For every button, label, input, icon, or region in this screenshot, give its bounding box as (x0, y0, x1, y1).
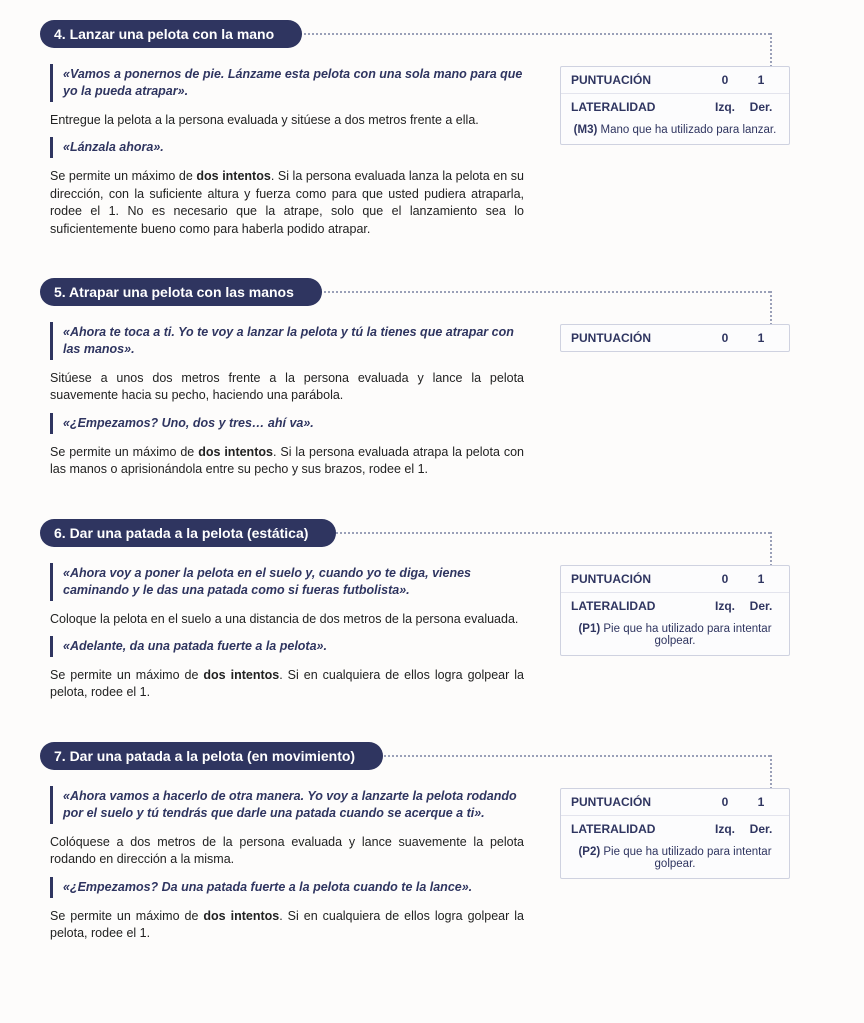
instruction-text: Colóquese a dos metros de la persona eva… (50, 834, 524, 869)
score-note-text: Pie que ha utilizado para intentar golpe… (600, 846, 771, 870)
dotted-connector (300, 291, 770, 293)
score-note: (P1) Pie que ha utilizado para intentar … (561, 619, 789, 655)
instruction-text: Se permite un máximo de dos intentos. Si… (50, 444, 524, 479)
exercise-section: 7. Dar una patada a la pelota (en movimi… (40, 742, 824, 949)
score-label-puntuacion: PUNTUACIÓN (571, 572, 707, 586)
score-label-puntuacion: PUNTUACIÓN (571, 331, 707, 345)
dotted-connector (770, 755, 772, 789)
score-note-code: (P2) (578, 846, 600, 858)
dotted-connector (770, 33, 772, 67)
score-option-1[interactable]: 1 (743, 572, 779, 586)
score-note: (P2) Pie que ha utilizado para intentar … (561, 842, 789, 878)
dotted-connector (770, 532, 772, 566)
score-box: PUNTUACIÓN01 LATERALIDADIzq.Der. (P2) Pie … (560, 788, 790, 879)
instruction-quote: «¿Empezamos? Da una patada fuerte a la p… (50, 877, 524, 898)
score-option-0[interactable]: 0 (707, 331, 743, 345)
section-heading: 4. Lanzar una pelota con la mano (40, 20, 302, 48)
instruction-quote: «¿Empezamos? Uno, dos y tres… ahí va». (50, 413, 524, 434)
score-option-1[interactable]: 1 (743, 331, 779, 345)
instruction-text: Coloque la pelota en el suelo a una dist… (50, 611, 524, 629)
section-heading: 5. Atrapar una pelota con las manos (40, 278, 322, 306)
dotted-connector (300, 33, 770, 35)
dotted-connector (300, 532, 770, 534)
laterality-option-izq[interactable]: Izq. (707, 822, 743, 836)
score-option-1[interactable]: 1 (743, 73, 779, 87)
score-label-lateralidad: LATERALIDAD (571, 599, 707, 613)
dotted-connector (770, 291, 772, 325)
score-note: (M3) Mano que ha utilizado para lanzar. (561, 120, 789, 144)
score-note-code: (M3) (574, 124, 598, 136)
score-label-puntuacion: PUNTUACIÓN (571, 795, 707, 809)
score-label-puntuacion: PUNTUACIÓN (571, 73, 707, 87)
score-box: PUNTUACIÓN01 LATERALIDADIzq.Der. (P1) Pie … (560, 565, 790, 656)
instruction-text: Sitúese a unos dos metros frente a la pe… (50, 370, 524, 405)
instruction-text: Se permite un máximo de dos intentos. Si… (50, 168, 524, 238)
exercise-section: 5. Atrapar una pelota con las manos «Ahor… (40, 278, 824, 485)
instruction-quote: «Adelante, da una patada fuerte a la pel… (50, 636, 524, 657)
laterality-option-izq[interactable]: Izq. (707, 599, 743, 613)
section-heading: 7. Dar una patada a la pelota (en movimi… (40, 742, 383, 770)
score-box: PUNTUACIÓN01 LATERALIDADIzq.Der. (M3) Mano… (560, 66, 790, 145)
instruction-quote: «Vamos a ponernos de pie. Lánzame esta p… (50, 64, 524, 102)
score-label-lateralidad: LATERALIDAD (571, 100, 707, 114)
score-option-1[interactable]: 1 (743, 795, 779, 809)
score-option-0[interactable]: 0 (707, 572, 743, 586)
laterality-option-der[interactable]: Der. (743, 599, 779, 613)
exercise-section: 6. Dar una patada a la pelota (estática)… (40, 519, 824, 708)
instruction-quote: «Lánzala ahora». (50, 137, 524, 158)
score-note-text: Pie que ha utilizado para intentar golpe… (600, 623, 771, 647)
score-box: PUNTUACIÓN01 (560, 324, 790, 352)
score-option-0[interactable]: 0 (707, 795, 743, 809)
laterality-option-der[interactable]: Der. (743, 822, 779, 836)
instruction-quote: «Ahora voy a poner la pelota en el suelo… (50, 563, 524, 601)
score-note-text: Mano que ha utilizado para lanzar. (597, 124, 776, 136)
instruction-quote: «Ahora vamos a hacerlo de otra manera. Y… (50, 786, 524, 824)
score-option-0[interactable]: 0 (707, 73, 743, 87)
score-note-code: (P1) (578, 623, 600, 635)
instruction-text: Entregue la pelota a la persona evaluada… (50, 112, 524, 130)
instruction-text: Se permite un máximo de dos intentos. Si… (50, 908, 524, 943)
instruction-text: Se permite un máximo de dos intentos. Si… (50, 667, 524, 702)
laterality-option-izq[interactable]: Izq. (707, 100, 743, 114)
exercise-section: 4. Lanzar una pelota con la mano «Vamos a… (40, 20, 824, 244)
laterality-option-der[interactable]: Der. (743, 100, 779, 114)
instruction-quote: «Ahora te toca a ti. Yo te voy a lanzar … (50, 322, 524, 360)
score-label-lateralidad: LATERALIDAD (571, 822, 707, 836)
section-heading: 6. Dar una patada a la pelota (estática) (40, 519, 336, 547)
